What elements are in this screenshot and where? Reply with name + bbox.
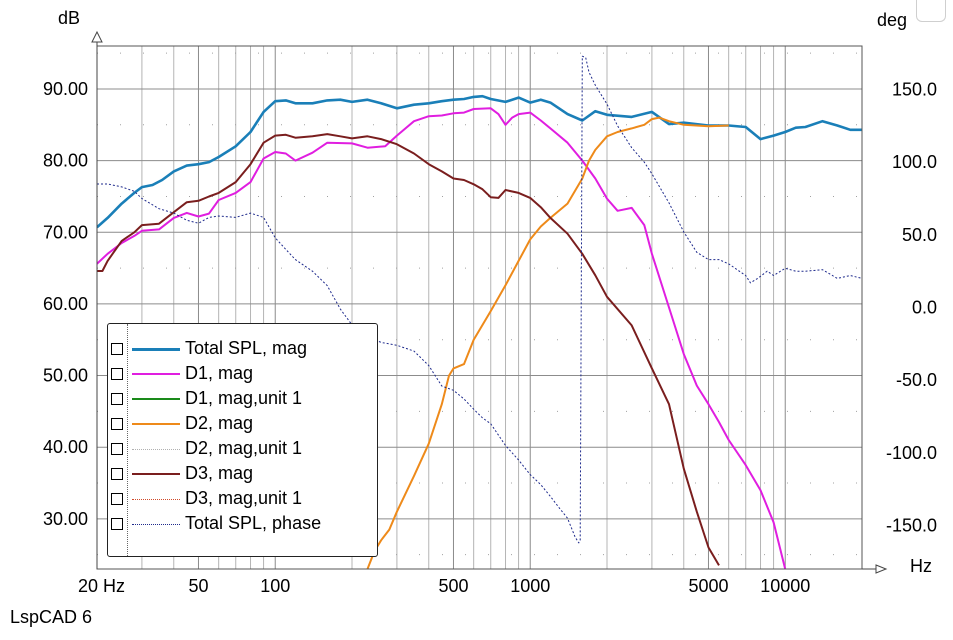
legend-checkbox[interactable]	[111, 393, 123, 405]
legend-item[interactable]: D2, mag,unit 1	[108, 437, 377, 462]
x-tick-label: 500	[438, 576, 468, 596]
y-tick-label-left: 40.00	[43, 437, 88, 457]
legend-swatch	[132, 473, 180, 475]
legend-checkbox[interactable]	[111, 443, 123, 455]
legend-swatch	[132, 524, 180, 525]
x-tick-label: 5000	[688, 576, 728, 596]
y-tick-label-right: -150.0	[886, 515, 937, 535]
axes	[91, 30, 888, 574]
y-tick-label-left: 50.00	[43, 366, 88, 386]
grid	[97, 46, 862, 569]
legend-item[interactable]: D2, mag	[108, 412, 377, 437]
window-corner-button[interactable]	[916, 0, 946, 22]
legend-label: D2, mag	[185, 413, 254, 433]
y-tick-label-left: 60.00	[43, 294, 88, 314]
legend-item[interactable]: D1, mag	[108, 362, 377, 387]
y-tick-label-right: 50.0	[902, 225, 937, 245]
x-tick-label: 20 Hz	[78, 576, 125, 596]
legend-swatch	[132, 449, 180, 450]
series-line-d1-mag	[97, 107, 787, 569]
series-line-total-spl-mag	[97, 94, 862, 229]
legend-swatch	[132, 423, 180, 425]
x-tick-label: 1000	[510, 576, 550, 596]
y-tick-label-right: 150.0	[892, 80, 937, 100]
left-axis-unit: dB	[58, 8, 80, 28]
x-tick-label: 10000	[760, 576, 810, 596]
y-tick-label-left: 90.00	[43, 79, 88, 99]
legend-checkbox-strip	[108, 324, 128, 556]
legend-label: D2, mag,unit 1	[185, 438, 303, 458]
series-line-d2-mag	[366, 116, 729, 569]
y-axis-arrow-icon	[91, 30, 103, 43]
legend-item[interactable]: D3, mag	[108, 462, 377, 487]
legend-swatch	[132, 373, 180, 375]
series-layer	[97, 55, 862, 569]
legend-label: D1, mag,unit 1	[185, 388, 303, 408]
legend-swatch	[132, 499, 180, 500]
legend-item[interactable]: Total SPL, mag	[108, 337, 377, 362]
legend-checkbox[interactable]	[111, 493, 123, 505]
y-tick-label-right: -100.0	[886, 443, 937, 463]
x-tick-label: 100	[260, 576, 290, 596]
legend-label: Total SPL, phase	[185, 513, 322, 533]
legend-checkbox[interactable]	[111, 368, 123, 380]
legend-checkbox[interactable]	[111, 418, 123, 430]
legend-item[interactable]: Total SPL, phase	[108, 512, 377, 537]
y-tick-label-right: 0.0	[912, 298, 937, 318]
legend-label: D3, mag	[185, 463, 254, 483]
series-line-d3-mag	[97, 133, 720, 566]
tick-labels: 90.00 80.00 70.00 60.00 50.00 40.00 30.00 150.0…	[43, 79, 937, 596]
y-tick-label-left: 80.00	[43, 151, 88, 171]
y-tick-label-right: -50.0	[896, 370, 937, 390]
legend-swatch	[132, 348, 180, 351]
y-tick-label-left: 70.00	[43, 222, 88, 242]
legend-checkbox[interactable]	[111, 468, 123, 480]
legend-swatch	[132, 398, 180, 400]
y-tick-label-right: 100.0	[892, 152, 937, 172]
x-axis-arrow-icon	[875, 564, 888, 574]
legend-checkbox[interactable]	[111, 518, 123, 530]
legend-label: D1, mag	[185, 363, 254, 383]
legend-item[interactable]: D3, mag,unit 1	[108, 487, 377, 512]
legend-label: D3, mag,unit 1	[185, 488, 303, 508]
legend-item[interactable]: D1, mag,unit 1	[108, 387, 377, 412]
series-line-total-spl-phase	[97, 55, 862, 544]
legend-label: Total SPL, mag	[185, 338, 308, 358]
y-tick-label-left: 30.00	[43, 509, 88, 529]
x-axis-unit: Hz	[910, 556, 932, 576]
legend: Total SPL, mag D1, mag D1, mag,unit 1 D2, m…	[107, 323, 378, 557]
app-footer-label: LspCAD 6	[10, 607, 93, 627]
legend-checkbox[interactable]	[111, 343, 123, 355]
right-axis-unit: deg	[877, 10, 907, 30]
x-tick-label: 50	[188, 576, 208, 596]
